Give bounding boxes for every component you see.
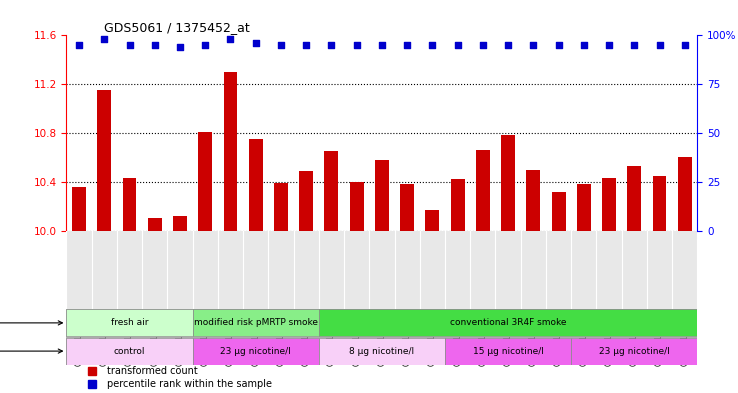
Bar [199, 132, 213, 231]
Text: control: control [114, 347, 145, 356]
Text: transformed count: transformed count [108, 366, 199, 376]
FancyBboxPatch shape [193, 338, 319, 365]
Text: 8 μg nicotine/l: 8 μg nicotine/l [349, 347, 415, 356]
Point [376, 42, 388, 48]
FancyBboxPatch shape [66, 338, 193, 365]
Point [654, 42, 666, 48]
Bar [501, 136, 515, 231]
Text: GDS5061 / 1375452_at: GDS5061 / 1375452_at [104, 21, 250, 34]
Text: dose: dose [0, 346, 63, 356]
Point [401, 42, 413, 48]
Point [629, 42, 641, 48]
Point [325, 42, 337, 48]
Text: 15 μg nicotine/l: 15 μg nicotine/l [472, 347, 544, 356]
Text: 23 μg nicotine/l: 23 μg nicotine/l [221, 347, 291, 356]
Point [679, 42, 691, 48]
Point [603, 42, 615, 48]
Point [300, 42, 312, 48]
Bar [274, 183, 288, 231]
Bar [551, 192, 565, 231]
Point [275, 42, 287, 48]
Point [199, 42, 211, 48]
FancyBboxPatch shape [319, 309, 697, 336]
Point [452, 42, 463, 48]
Text: modified risk pMRTP smoke: modified risk pMRTP smoke [193, 318, 318, 327]
Bar [425, 210, 439, 231]
Point [124, 42, 136, 48]
Bar [97, 90, 111, 231]
Bar [375, 160, 389, 231]
Point [477, 42, 489, 48]
Bar [476, 150, 490, 231]
FancyBboxPatch shape [319, 338, 445, 365]
Bar [677, 158, 692, 231]
Bar [627, 166, 641, 231]
Text: fresh air: fresh air [111, 318, 148, 327]
Point [528, 42, 539, 48]
Bar [299, 171, 313, 231]
Bar [451, 179, 465, 231]
Bar [224, 72, 238, 231]
Point [351, 42, 362, 48]
Point [578, 42, 590, 48]
Point [553, 42, 565, 48]
Bar [350, 182, 364, 231]
FancyBboxPatch shape [571, 338, 697, 365]
Point [427, 42, 438, 48]
Point [98, 36, 110, 42]
FancyBboxPatch shape [193, 309, 319, 336]
Bar [123, 178, 137, 231]
Point [73, 42, 85, 48]
Text: 23 μg nicotine/l: 23 μg nicotine/l [599, 347, 669, 356]
Bar [652, 176, 666, 231]
Point [149, 42, 161, 48]
Bar [526, 170, 540, 231]
Text: percentile rank within the sample: percentile rank within the sample [108, 379, 272, 389]
Bar [249, 139, 263, 231]
Bar [148, 219, 162, 231]
Bar [173, 216, 187, 231]
FancyBboxPatch shape [66, 309, 193, 336]
Point [502, 42, 514, 48]
FancyBboxPatch shape [445, 338, 571, 365]
Point [224, 36, 236, 42]
Bar [577, 184, 591, 231]
Bar [325, 151, 339, 231]
Point [249, 40, 261, 46]
Text: conventional 3R4F smoke: conventional 3R4F smoke [450, 318, 566, 327]
Bar [602, 178, 616, 231]
Point [174, 44, 186, 50]
Bar [400, 184, 414, 231]
Text: agent: agent [0, 318, 63, 328]
Bar [72, 187, 86, 231]
